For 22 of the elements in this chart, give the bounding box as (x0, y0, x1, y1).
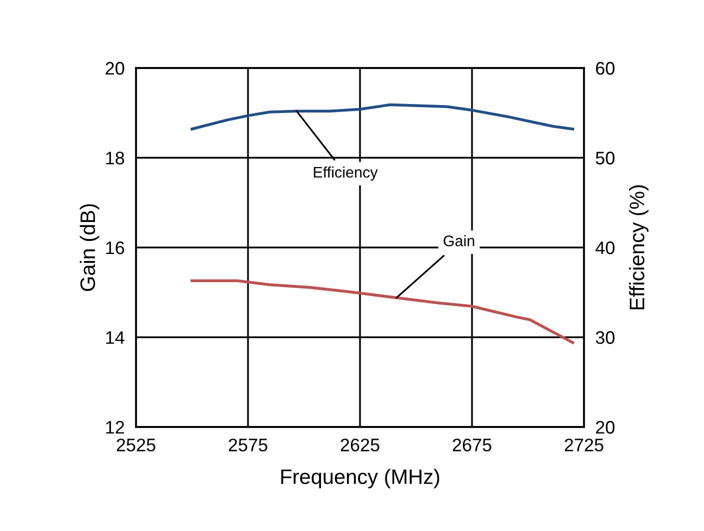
x-tick-label: 2525 (116, 438, 156, 452)
x-tick-label: 2675 (452, 438, 492, 452)
y-tick-label: 14 (106, 331, 124, 344)
y2-tick-label: 20 (596, 420, 614, 434)
y2-tick-label: 60 (596, 62, 614, 75)
y-tick-label: 16 (106, 241, 124, 254)
x-axis-title: Frequency (MHz) (281, 468, 440, 488)
y2-tick-label: 40 (596, 241, 614, 254)
text: Efficiency (314, 166, 378, 181)
line-series (190, 279, 574, 344)
y-axis-title: Gain (dB) (80, 204, 100, 292)
y2-tick-label: 50 (596, 152, 614, 164)
x-tick-label: 2625 (340, 438, 380, 452)
y-tick-label: 12 (106, 420, 124, 434)
line-series (190, 103, 574, 130)
text: Gain (444, 235, 474, 246)
x-tick-label: 2575 (228, 438, 268, 452)
y-tick-label: 18 (106, 152, 124, 164)
y2-tick-label: 30 (596, 331, 614, 344)
x-tick-label: 2725 (564, 438, 604, 452)
y2-axis-title: Efficiency (%) (629, 185, 648, 310)
y-tick-label: 20 (106, 62, 124, 75)
